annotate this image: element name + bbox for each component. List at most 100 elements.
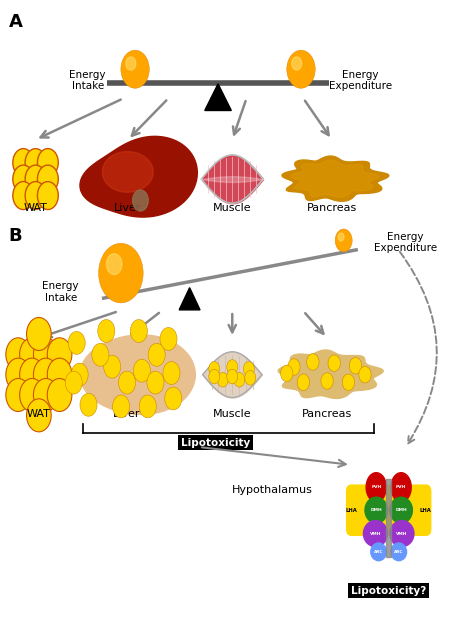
Circle shape — [148, 344, 165, 366]
Circle shape — [19, 338, 44, 371]
Circle shape — [13, 165, 34, 193]
Circle shape — [133, 359, 150, 382]
Text: DMH: DMH — [370, 508, 382, 512]
Ellipse shape — [391, 543, 407, 561]
Bar — [386, 479, 392, 557]
Circle shape — [234, 372, 245, 387]
FancyBboxPatch shape — [387, 485, 431, 535]
Circle shape — [227, 370, 237, 384]
Text: PVH: PVH — [396, 485, 406, 490]
FancyBboxPatch shape — [346, 485, 390, 535]
Polygon shape — [291, 160, 379, 197]
Circle shape — [27, 318, 51, 351]
Text: Energy
Intake: Energy Intake — [42, 281, 79, 303]
Circle shape — [335, 229, 352, 252]
Text: A: A — [9, 13, 22, 30]
Circle shape — [227, 359, 237, 375]
Ellipse shape — [390, 521, 414, 547]
Text: VMH: VMH — [370, 531, 381, 535]
Polygon shape — [179, 288, 200, 310]
Circle shape — [68, 331, 85, 354]
Circle shape — [47, 378, 72, 411]
Text: Energy
Expenditure: Energy Expenditure — [328, 70, 392, 91]
Polygon shape — [282, 156, 389, 201]
Circle shape — [209, 370, 219, 384]
Polygon shape — [205, 84, 231, 110]
Ellipse shape — [366, 472, 386, 502]
Circle shape — [71, 363, 88, 386]
Circle shape — [99, 243, 143, 303]
Circle shape — [281, 365, 293, 382]
Text: Liver: Liver — [113, 409, 141, 419]
Circle shape — [25, 182, 46, 210]
Circle shape — [19, 358, 44, 391]
Circle shape — [292, 57, 301, 70]
Circle shape — [217, 372, 228, 387]
Ellipse shape — [371, 543, 386, 561]
Circle shape — [13, 149, 34, 177]
Polygon shape — [80, 335, 195, 415]
Circle shape — [65, 371, 82, 394]
Circle shape — [47, 338, 72, 371]
Text: B: B — [9, 227, 22, 244]
Text: ARC: ARC — [394, 550, 403, 554]
Circle shape — [342, 374, 355, 391]
Circle shape — [160, 328, 177, 351]
Ellipse shape — [364, 521, 388, 547]
Circle shape — [6, 378, 30, 411]
Ellipse shape — [391, 472, 411, 502]
Circle shape — [34, 358, 58, 391]
Text: Pancreas: Pancreas — [302, 409, 352, 419]
Text: Muscle: Muscle — [213, 409, 252, 419]
Ellipse shape — [365, 497, 388, 523]
Circle shape — [209, 362, 219, 376]
Text: Energy
Intake: Energy Intake — [69, 70, 106, 91]
Text: LHA: LHA — [346, 508, 358, 512]
Text: ARC: ARC — [374, 550, 383, 554]
FancyArrowPatch shape — [400, 252, 437, 443]
Circle shape — [297, 374, 310, 391]
Circle shape — [133, 190, 148, 211]
Polygon shape — [102, 152, 153, 192]
Circle shape — [80, 393, 97, 417]
Circle shape — [126, 57, 136, 70]
Circle shape — [244, 362, 254, 376]
Circle shape — [6, 358, 30, 391]
Circle shape — [338, 233, 344, 241]
Circle shape — [25, 165, 46, 193]
Circle shape — [130, 319, 147, 342]
Text: Lipotoxicity?: Lipotoxicity? — [351, 585, 426, 596]
Circle shape — [13, 182, 34, 210]
Circle shape — [37, 165, 58, 193]
Circle shape — [139, 395, 156, 418]
Text: PVH: PVH — [371, 485, 381, 490]
Text: Pancreas: Pancreas — [307, 203, 357, 213]
Circle shape — [25, 149, 46, 177]
Text: VMH: VMH — [396, 531, 408, 535]
Text: Hypothalamus: Hypothalamus — [232, 485, 313, 495]
Circle shape — [245, 371, 256, 385]
Circle shape — [98, 319, 115, 342]
Text: Lipotoxicity: Lipotoxicity — [181, 438, 250, 448]
Circle shape — [147, 371, 164, 394]
Text: WAT: WAT — [24, 203, 47, 213]
Circle shape — [19, 378, 44, 411]
Text: DMH: DMH — [395, 508, 407, 512]
Circle shape — [163, 362, 180, 385]
Circle shape — [288, 359, 300, 375]
Circle shape — [165, 387, 182, 410]
Circle shape — [359, 366, 371, 383]
Circle shape — [47, 358, 72, 391]
Circle shape — [92, 344, 109, 366]
Circle shape — [113, 395, 130, 418]
Polygon shape — [80, 137, 197, 217]
Circle shape — [104, 356, 121, 378]
Circle shape — [34, 338, 58, 371]
Circle shape — [349, 358, 362, 374]
Text: WAT: WAT — [27, 409, 51, 419]
Circle shape — [307, 354, 319, 370]
Circle shape — [118, 371, 136, 394]
Circle shape — [6, 338, 30, 371]
Circle shape — [37, 149, 58, 177]
Circle shape — [34, 378, 58, 411]
